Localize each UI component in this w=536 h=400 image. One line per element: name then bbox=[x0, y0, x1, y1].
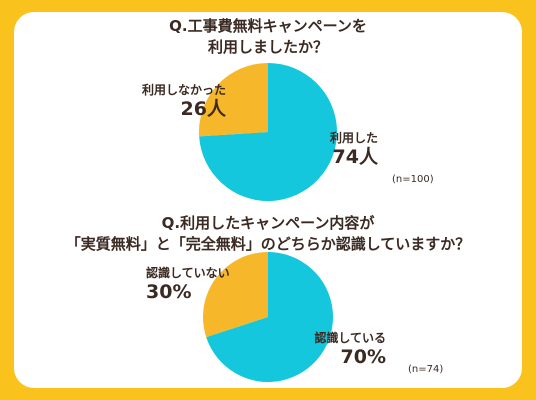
chart1-label-not-used: 利用しなかった 26人 bbox=[142, 82, 226, 121]
chart2-title-line2: 「実質無料」と「完全無料」のどちらか認識していますか？ bbox=[65, 235, 471, 253]
chart1-title-line1: Q.工事費無料キャンペーンを bbox=[169, 17, 367, 35]
chart2-label-not-aware-text: 認識していない bbox=[146, 266, 230, 280]
chart2-label-not-aware-value: 30% bbox=[146, 281, 192, 303]
chart2-sample-size: (n=74) bbox=[408, 364, 444, 375]
chart2-slice-1 bbox=[203, 252, 268, 338]
chart2-title-line1: Q.利用したキャンペーン内容が bbox=[161, 214, 375, 232]
chart1-label-used-text: 利用した bbox=[329, 131, 378, 145]
chart1-label-not-used-value: 26人 bbox=[180, 98, 226, 120]
chart2-pie bbox=[203, 252, 333, 382]
chart1-title-line2: 利用しましたか？ bbox=[207, 38, 328, 56]
chart1-slice-0 bbox=[199, 63, 337, 202]
chart1-label-used: 利用した 74人 bbox=[330, 130, 378, 169]
chart1-sample-size: (n=100) bbox=[392, 174, 434, 185]
chart2-label-aware: 認識している 70% bbox=[314, 330, 386, 369]
chart2-label-aware-text: 認識している bbox=[314, 331, 386, 345]
chart2-label-not-aware: 認識していない 30% bbox=[146, 265, 230, 304]
chart1-pie bbox=[199, 63, 337, 202]
chart2-slice-0 bbox=[206, 252, 333, 382]
chart2-label-aware-value: 70% bbox=[340, 346, 386, 368]
chart1-label-not-used-text: 利用しなかった bbox=[141, 83, 226, 97]
chart1-slice-1 bbox=[199, 63, 268, 137]
chart1-label-used-value: 74人 bbox=[332, 146, 378, 168]
